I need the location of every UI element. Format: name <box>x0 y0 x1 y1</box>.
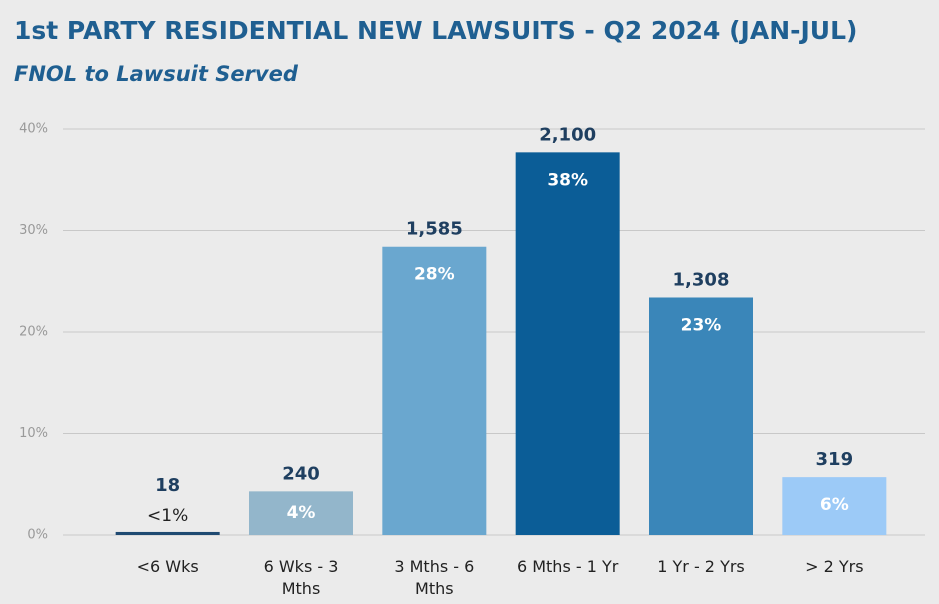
x-tick-label: > 2 Yrs <box>805 557 864 576</box>
x-tick-label: <6 Wks <box>136 557 199 576</box>
bar-count-label: 18 <box>155 475 180 496</box>
x-tick-label: 6 Wks - 3 Mths <box>263 557 339 598</box>
bar-percent-label: 38% <box>547 170 588 190</box>
bar-percent-label: 23% <box>681 315 722 335</box>
bar-count-label: 1,585 <box>406 219 463 240</box>
x-tick-label: 3 Mths - 6 Mths <box>394 557 475 598</box>
bar <box>649 297 753 535</box>
chart-title: 1st PARTY RESIDENTIAL NEW LAWSUITS - Q2 … <box>14 16 857 45</box>
bar <box>382 246 487 536</box>
bar-count-label: 1,308 <box>673 269 730 290</box>
bar-percent-label: 6% <box>820 495 849 515</box>
y-tick-label: 10% <box>19 426 48 441</box>
y-tick-label: 0% <box>27 528 48 543</box>
bar-count-label: 319 <box>816 449 854 470</box>
bar <box>115 531 220 535</box>
bar-percent-label: 28% <box>414 265 455 285</box>
y-tick-label: 20% <box>19 325 48 340</box>
y-tick-label: 30% <box>19 223 48 238</box>
bar-percent-label: <1% <box>147 506 188 526</box>
bar-percent-label: 4% <box>287 503 316 523</box>
bar <box>782 477 887 535</box>
x-tick-label: 1 Yr - 2 Yrs <box>657 557 745 576</box>
y-tick-label: 40% <box>19 122 48 137</box>
x-tick-label: 6 Mths - 1 Yr <box>516 557 619 576</box>
bar-count-label: 2,100 <box>539 124 596 145</box>
bar <box>249 491 353 535</box>
bar <box>515 152 620 535</box>
bar-count-label: 240 <box>282 463 320 484</box>
chart-subtitle: FNOL to Lawsuit Served <box>14 62 299 86</box>
